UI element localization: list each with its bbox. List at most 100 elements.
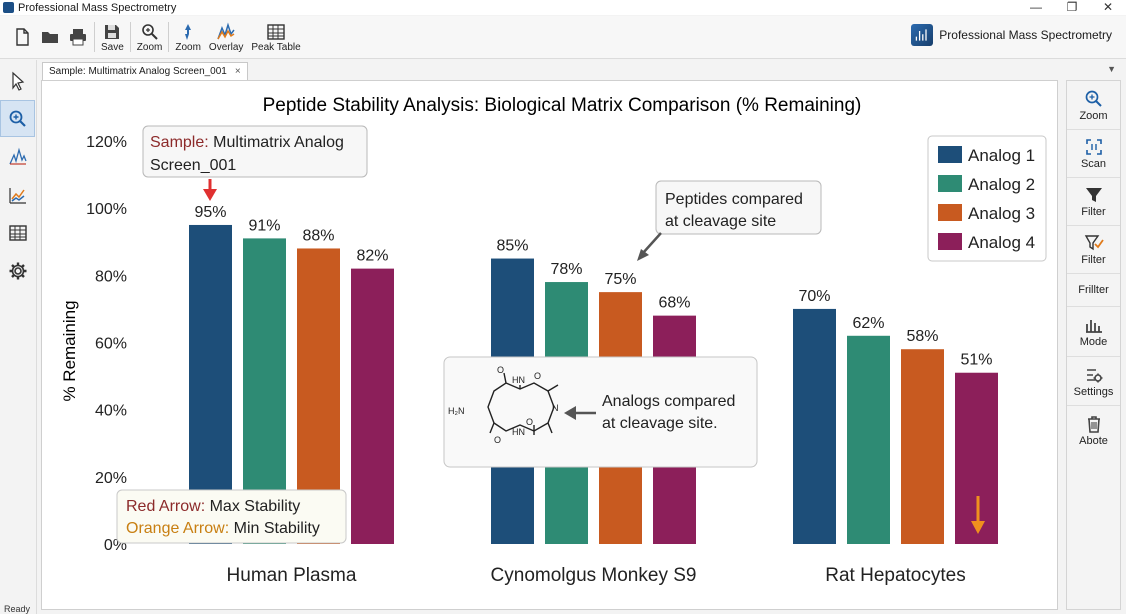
- chart-title: Peptide Stability Analysis: Biological M…: [263, 95, 862, 116]
- molecule-o-label: O: [497, 365, 504, 375]
- bar-value-label: 51%: [960, 352, 992, 369]
- zoom-tool[interactable]: [0, 100, 35, 137]
- bar-value-label: 85%: [496, 238, 528, 255]
- brand-name: Professional Mass Spectrometry: [939, 28, 1112, 42]
- y-axis-label: % Remaining: [60, 300, 79, 401]
- molecule-h2n-label: H₂N: [448, 406, 465, 416]
- brand-logo: [911, 24, 934, 46]
- close-button[interactable]: ✕: [1102, 0, 1114, 14]
- right-settings-button[interactable]: Settings: [1067, 357, 1120, 406]
- gear-icon: [9, 262, 26, 279]
- analog-molecule-callout: O HN O H₂N N HN O O Analogs compared at …: [443, 356, 758, 468]
- legend-label: Analog 3: [968, 204, 1035, 223]
- status-text: Ready: [4, 604, 31, 614]
- red-arrow-max-stability: [203, 179, 217, 201]
- tab-close-icon[interactable]: ×: [234, 66, 241, 77]
- peak-table-label: Peak Table: [251, 41, 301, 53]
- key-orange-text: Min Stability: [234, 520, 320, 537]
- bar-value-label: 88%: [302, 227, 334, 244]
- left-toolbar: [0, 60, 37, 614]
- legend-swatch: [938, 175, 962, 192]
- stability-bar-chart: Peptide Stability Analysis: Biological M…: [60, 95, 1047, 586]
- bar-analog-2-rat-hepatocytes[interactable]: [847, 335, 890, 544]
- save-button[interactable]: Save: [97, 17, 128, 57]
- tab-sample[interactable]: Sample: Multimatrix Analog Screen_001 ×: [42, 62, 248, 80]
- molecule-nh-label: HN: [512, 375, 525, 385]
- toolbar-separator: [129, 22, 131, 52]
- bar-analog-3-rat-hepatocytes[interactable]: [901, 349, 944, 544]
- settings-icon: [1086, 368, 1102, 382]
- cyclic-peptide-structure: [487, 372, 559, 435]
- key-red-text: Max Stability: [210, 498, 301, 515]
- chart-panel: Peptide Stability Analysis: Biological M…: [41, 80, 1058, 610]
- overlay-tool[interactable]: [0, 176, 35, 213]
- right-tool-panel: Zoom Scan Filter Filter Frillter Mode Se…: [1066, 80, 1121, 610]
- key-orange-prefix: Orange Arrow:: [126, 520, 229, 537]
- right-filter-button[interactable]: Filter: [1067, 178, 1120, 226]
- peak-table-button[interactable]: Peak Table: [247, 17, 304, 57]
- toolbar-separator: [94, 22, 95, 52]
- mode-icon: [1085, 320, 1102, 333]
- table-icon: [267, 23, 285, 40]
- bar-value-label: 95%: [194, 204, 226, 221]
- y-tick-label: 100%: [86, 201, 127, 218]
- settings-tool[interactable]: [0, 252, 35, 289]
- pointer-icon: [11, 71, 24, 91]
- y-tick-label: 20%: [95, 470, 127, 487]
- legend-label: Analog 4: [968, 233, 1035, 252]
- document-tabs: Sample: Multimatrix Analog Screen_001 × …: [40, 61, 1122, 80]
- print-button[interactable]: [64, 17, 92, 57]
- right-mode-button[interactable]: Mode: [1067, 307, 1120, 357]
- zoom-cursor-icon: [185, 23, 192, 40]
- right-settings-label: Settings: [1073, 385, 1114, 398]
- bar-value-label: 62%: [852, 315, 884, 332]
- zoom-cursor-label: Zoom: [175, 41, 201, 53]
- key-red-prefix: Red Arrow:: [126, 498, 205, 515]
- restore-button[interactable]: ❐: [1066, 0, 1078, 14]
- sample-name-line1: Multimatrix Analog: [213, 134, 344, 151]
- overlay-button[interactable]: Overlay: [205, 17, 247, 57]
- peptides-line1: Peptides compared: [665, 191, 803, 208]
- right-scan-button[interactable]: Scan: [1067, 130, 1120, 178]
- status-bar: Ready: [0, 605, 1126, 614]
- open-folder-icon: [42, 32, 58, 43]
- bar-value-label: 82%: [356, 248, 388, 265]
- right-filter-check-button[interactable]: Filter: [1067, 226, 1120, 274]
- table-tool[interactable]: [0, 214, 35, 251]
- toolbar: Save Zoom Zoom Overlay Peak Table Profes…: [0, 16, 1126, 59]
- right-zoom-label: Zoom: [1079, 109, 1108, 122]
- analogs-line1: Analogs compared: [602, 393, 735, 410]
- svg-text:Orange Arrow: Min Stability: Orange Arrow: Min Stability: [126, 520, 320, 537]
- molecule-hn2-label: HN: [512, 427, 525, 437]
- analogs-line2: at cleavage site.: [602, 415, 718, 432]
- bar-analog-1-rat-hepatocytes[interactable]: [793, 308, 836, 544]
- tab-menu-icon[interactable]: ▼: [1107, 64, 1116, 74]
- chart-legend: Analog 1 Analog 2 Analog 3 Analog 4: [927, 135, 1047, 262]
- zoom-cursor-button[interactable]: Zoom: [171, 17, 205, 57]
- bar-analog-4-human-plasma[interactable]: [351, 268, 394, 544]
- new-file-button[interactable]: [8, 17, 36, 57]
- right-abote-label: Abote: [1079, 434, 1108, 447]
- bar-value-label: 68%: [658, 295, 690, 312]
- bar-value-label: 91%: [248, 217, 280, 234]
- right-frillter-button[interactable]: Frillter: [1067, 274, 1120, 307]
- pointer-tool[interactable]: [0, 62, 35, 99]
- brand: Professional Mass Spectrometry: [911, 24, 1112, 46]
- legend-swatch: [938, 204, 962, 221]
- right-zoom-button[interactable]: Zoom: [1067, 81, 1120, 130]
- overlay-icon: [217, 22, 235, 39]
- zoom-icon: [1085, 90, 1102, 107]
- right-filter-label: Filter: [1081, 206, 1106, 218]
- open-folder-button[interactable]: [36, 17, 64, 57]
- legend-swatch: [938, 146, 962, 163]
- right-mode-label: Mode: [1079, 336, 1108, 348]
- new-file-icon: [16, 28, 29, 46]
- peptides-callout: Peptides compared at cleavage site: [637, 180, 822, 261]
- zoom-button[interactable]: Zoom: [133, 17, 167, 57]
- x-category-label: Rat Hepatocytes: [825, 565, 965, 586]
- right-delete-button[interactable]: Abote: [1067, 406, 1120, 454]
- zoom-label: Zoom: [136, 41, 163, 53]
- spectrum-tool[interactable]: [0, 138, 35, 175]
- minimize-button[interactable]: —: [1030, 0, 1042, 14]
- y-tick-label: 80%: [95, 268, 127, 285]
